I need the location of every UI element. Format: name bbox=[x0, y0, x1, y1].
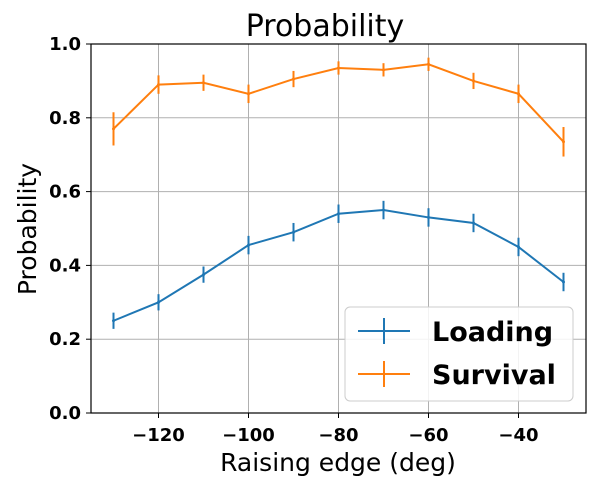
loading-data-point bbox=[292, 231, 295, 234]
survival-data-point bbox=[157, 83, 160, 86]
x-tick-label: −80 bbox=[318, 425, 358, 446]
x-tick-label: −60 bbox=[408, 425, 448, 446]
chart-title: Probability bbox=[246, 9, 405, 44]
survival-data-point bbox=[562, 140, 565, 143]
x-tick-label: −40 bbox=[498, 425, 538, 446]
survival-data-point bbox=[337, 66, 340, 69]
loading-data-point bbox=[112, 319, 115, 322]
loading-data-point bbox=[157, 301, 160, 304]
x-tick-label: −100 bbox=[222, 425, 275, 446]
y-tick-label: 1.0 bbox=[49, 34, 81, 55]
survival-data-point bbox=[112, 127, 115, 130]
y-tick-label: 0.6 bbox=[49, 182, 81, 203]
legend-survival-label: Survival bbox=[432, 360, 556, 391]
loading-data-point bbox=[382, 209, 385, 212]
survival-data-point bbox=[247, 92, 250, 95]
y-axis-label: Probability bbox=[13, 163, 42, 295]
survival-data-point bbox=[472, 79, 475, 82]
legend-loading-label: Loading bbox=[432, 317, 553, 348]
loading-data-point bbox=[472, 221, 475, 224]
survival-data-point bbox=[292, 78, 295, 81]
y-tick-label: 0.0 bbox=[49, 403, 81, 424]
loading-data-point bbox=[562, 281, 565, 284]
loading-data-point bbox=[517, 245, 520, 248]
legend: Loading Survival bbox=[345, 307, 573, 401]
loading-data-point bbox=[202, 273, 205, 276]
y-tick-label: 0.4 bbox=[49, 255, 81, 276]
survival-data-point bbox=[427, 63, 430, 66]
y-tick-label: 0.2 bbox=[49, 329, 81, 350]
survival-data-point bbox=[517, 92, 520, 95]
loading-data-point bbox=[427, 216, 430, 219]
survival-data-point bbox=[382, 68, 385, 71]
loading-data-point bbox=[247, 244, 250, 247]
survival-data-point bbox=[202, 81, 205, 84]
y-tick-label: 0.8 bbox=[49, 108, 81, 129]
loading-data-point bbox=[337, 212, 340, 215]
x-tick-label: −120 bbox=[132, 425, 185, 446]
x-axis-label: Raising edge (deg) bbox=[220, 448, 456, 477]
